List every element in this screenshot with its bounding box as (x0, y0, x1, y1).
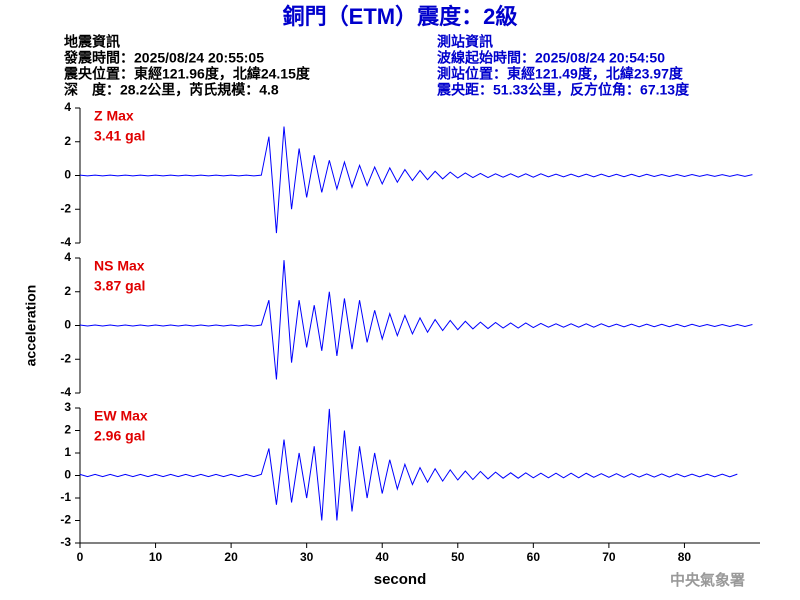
component-label: NS Max (94, 258, 145, 274)
y-tick-label: 1 (64, 445, 71, 459)
x-tick-label: 10 (149, 550, 163, 564)
y-tick-label: 2 (64, 423, 71, 437)
x-tick-label: 40 (376, 550, 390, 564)
y-tick-label: 2 (64, 284, 71, 298)
station-line: 測站資訊 (437, 34, 493, 50)
footer: 中央氣象署 (670, 571, 745, 589)
y-tick-label: -4 (60, 235, 71, 249)
quake-line: 深 度：28.2公里，芮氏規模：4.8 (64, 82, 279, 98)
station-line: 震央距：51.33公里，反方位角：67.13度 (436, 82, 690, 98)
station-line: 測站位置：東經121.49度，北緯23.97度 (437, 66, 684, 82)
x-tick-label: 60 (527, 550, 541, 564)
quake-line: 發震時間：2025/08/24 20:55:05 (63, 50, 264, 66)
station-info: 測站資訊 波線起始時間：2025/08/24 20:54:50 測站位置：東經1… (436, 34, 690, 98)
y-tick-label: 2 (64, 134, 71, 148)
y-tick-label: -2 (60, 513, 71, 527)
title: 銅門（ETM）震度：2級 (283, 4, 518, 29)
max-label: 2.96 gal (94, 428, 145, 444)
y-tick-label: -2 (60, 201, 71, 215)
quake-info: 地震資訊 發震時間：2025/08/24 20:55:05 震央位置：東經121… (63, 34, 311, 98)
y-tick-label: 0 (64, 168, 71, 182)
x-axis-label: second (374, 571, 427, 588)
y-tick-label: -2 (60, 351, 71, 365)
component-label: EW Max (94, 408, 148, 424)
station-line: 波線起始時間：2025/08/24 20:54:50 (437, 50, 665, 66)
y-tick-label: -4 (60, 385, 71, 399)
component-label: Z Max (94, 108, 134, 124)
y-axis-label: acceleration (23, 285, 39, 367)
x-tick-label: 30 (300, 550, 314, 564)
y-tick-label: 4 (64, 100, 71, 114)
x-tick-label: 80 (678, 550, 692, 564)
x-tick-label: 20 (224, 550, 238, 564)
x-tick-label: 70 (602, 550, 616, 564)
max-label: 3.87 gal (94, 278, 145, 294)
y-tick-label: -1 (60, 490, 71, 504)
waveform (79, 126, 753, 234)
y-tick-label: 4 (64, 250, 71, 264)
y-tick-label: 0 (64, 468, 71, 482)
quake-line: 地震資訊 (64, 34, 120, 50)
y-tick-label: -3 (60, 535, 71, 549)
quake-line: 震央位置：東經121.96度，北緯24.15度 (63, 66, 311, 82)
waveform (79, 260, 753, 380)
x-tick-label: 50 (451, 550, 465, 564)
y-tick-label: 0 (64, 318, 71, 332)
waveform (79, 408, 738, 521)
y-tick-label: 3 (64, 400, 71, 414)
x-tick-label: 0 (77, 550, 84, 564)
max-label: 3.41 gal (94, 128, 145, 144)
